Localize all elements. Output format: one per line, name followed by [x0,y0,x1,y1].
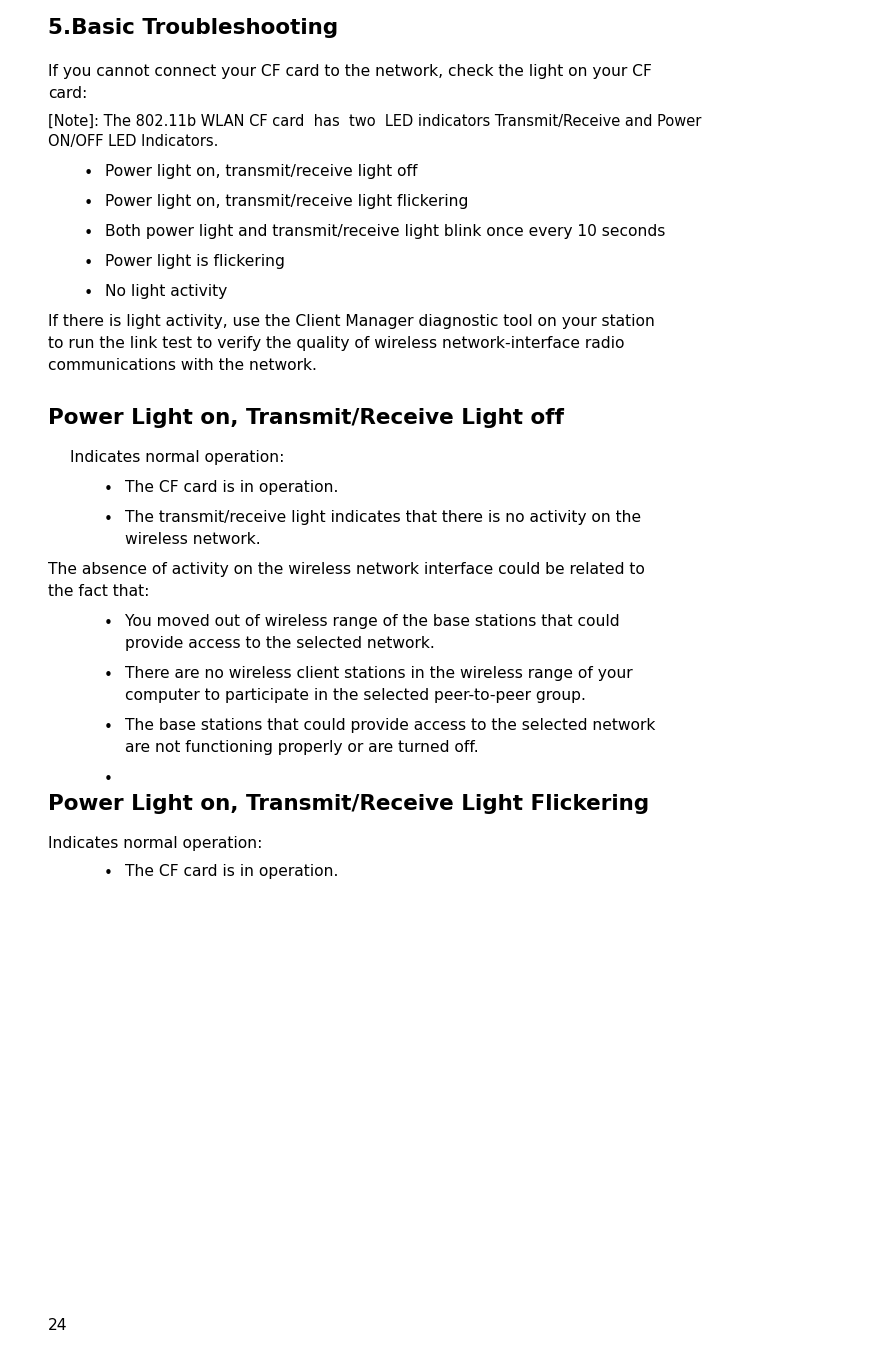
Text: [Note]: The 802.11b WLAN CF card  has  two  LED indicators Transmit/Receive and : [Note]: The 802.11b WLAN CF card has two… [48,114,701,129]
Text: Both power light and transmit/receive light blink once every 10 seconds: Both power light and transmit/receive li… [105,224,665,238]
Text: •: • [103,482,113,497]
Text: The transmit/receive light indicates that there is no activity on the: The transmit/receive light indicates tha… [125,511,642,525]
Text: The absence of activity on the wireless network interface could be related to: The absence of activity on the wireless … [48,562,645,577]
Text: If there is light activity, use the Client Manager diagnostic tool on your stati: If there is light activity, use the Clie… [48,314,655,329]
Text: •: • [83,166,93,180]
Text: wireless network.: wireless network. [125,532,260,547]
Text: Indicates normal operation:: Indicates normal operation: [70,450,284,465]
Text: No light activity: No light activity [105,284,227,299]
Text: are not functioning properly or are turned off.: are not functioning properly or are turn… [125,740,479,756]
Text: Power light on, transmit/receive light flickering: Power light on, transmit/receive light f… [105,194,468,209]
Text: •: • [103,616,113,630]
Text: computer to participate in the selected peer-to-peer group.: computer to participate in the selected … [125,688,586,703]
Text: There are no wireless client stations in the wireless range of your: There are no wireless client stations in… [125,665,633,682]
Text: communications with the network.: communications with the network. [48,358,317,373]
Text: Indicates normal operation:: Indicates normal operation: [48,836,262,851]
Text: You moved out of wireless range of the base stations that could: You moved out of wireless range of the b… [125,614,620,629]
Text: Power light is flickering: Power light is flickering [105,255,285,269]
Text: •: • [83,226,93,241]
Text: •: • [103,721,113,735]
Text: 24: 24 [48,1317,67,1334]
Text: •: • [103,512,113,527]
Text: The base stations that could provide access to the selected network: The base stations that could provide acc… [125,718,656,733]
Text: Power Light on, Transmit/Receive Light Flickering: Power Light on, Transmit/Receive Light F… [48,793,649,814]
Text: Power light on, transmit/receive light off: Power light on, transmit/receive light o… [105,164,418,179]
Text: ON/OFF LED Indicators.: ON/OFF LED Indicators. [48,133,218,150]
Text: the fact that:: the fact that: [48,585,149,599]
Text: •: • [83,197,93,211]
Text: 5.Basic Troubleshooting: 5.Basic Troubleshooting [48,18,338,38]
Text: •: • [83,256,93,271]
Text: •: • [83,286,93,300]
Text: Power Light on, Transmit/Receive Light off: Power Light on, Transmit/Receive Light o… [48,408,564,428]
Text: •: • [103,772,113,787]
Text: •: • [103,866,113,881]
Text: If you cannot connect your CF card to the network, check the light on your CF: If you cannot connect your CF card to th… [48,65,652,79]
Text: •: • [103,668,113,683]
Text: provide access to the selected network.: provide access to the selected network. [125,636,434,651]
Text: to run the link test to verify the quality of wireless network-interface radio: to run the link test to verify the quali… [48,335,625,352]
Text: The CF card is in operation.: The CF card is in operation. [125,480,338,494]
Text: The CF card is in operation.: The CF card is in operation. [125,863,338,880]
Text: card:: card: [48,86,87,101]
